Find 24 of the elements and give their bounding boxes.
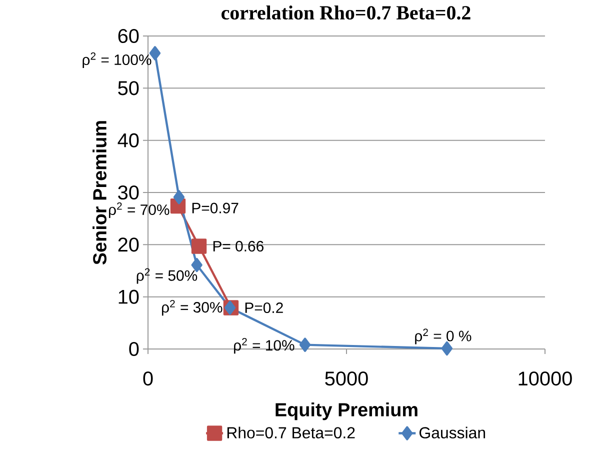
annotation: P= 0.66 xyxy=(213,240,264,252)
annotation: P=0.2 xyxy=(245,302,283,314)
legend-label: Rho=0.7 Beta=0.2 xyxy=(227,426,355,438)
x-tick-label: 0 xyxy=(143,372,153,386)
x-axis-title: Equity Premium xyxy=(276,402,418,420)
annotation: ρ$^{2}$ = 30% xyxy=(162,300,222,316)
annotation: P=0.97 xyxy=(192,202,238,214)
annotation: ρ$^{2}$ = 70% xyxy=(108,202,170,218)
y-tick-label: 50 xyxy=(118,81,139,96)
y-tick-label: 10 xyxy=(118,290,139,304)
y-tick-label: 40 xyxy=(118,133,139,148)
legend-label: Gaussian xyxy=(420,426,486,438)
y-tick-label: 20 xyxy=(118,238,139,252)
annotation: ρ$^{2}$ = 100% xyxy=(82,52,152,68)
annotation: ρ$^{2}$ = 10% xyxy=(234,338,294,354)
annotation: ρ$^{2}$ = 0 % xyxy=(415,328,472,344)
chart-title: correlation Rho=0.7 Beta=0.2 xyxy=(222,6,470,20)
x-tick-label: 5000 xyxy=(325,372,368,386)
y-tick-label: 30 xyxy=(118,185,139,200)
y-axis-title: Senior Premium xyxy=(92,121,106,265)
x-tick-label: 10000 xyxy=(518,372,572,386)
y-tick-label: 60 xyxy=(118,28,139,44)
y-tick-label: 0 xyxy=(129,342,139,356)
annotation: ρ$^{2}$ = 50% xyxy=(136,268,198,284)
